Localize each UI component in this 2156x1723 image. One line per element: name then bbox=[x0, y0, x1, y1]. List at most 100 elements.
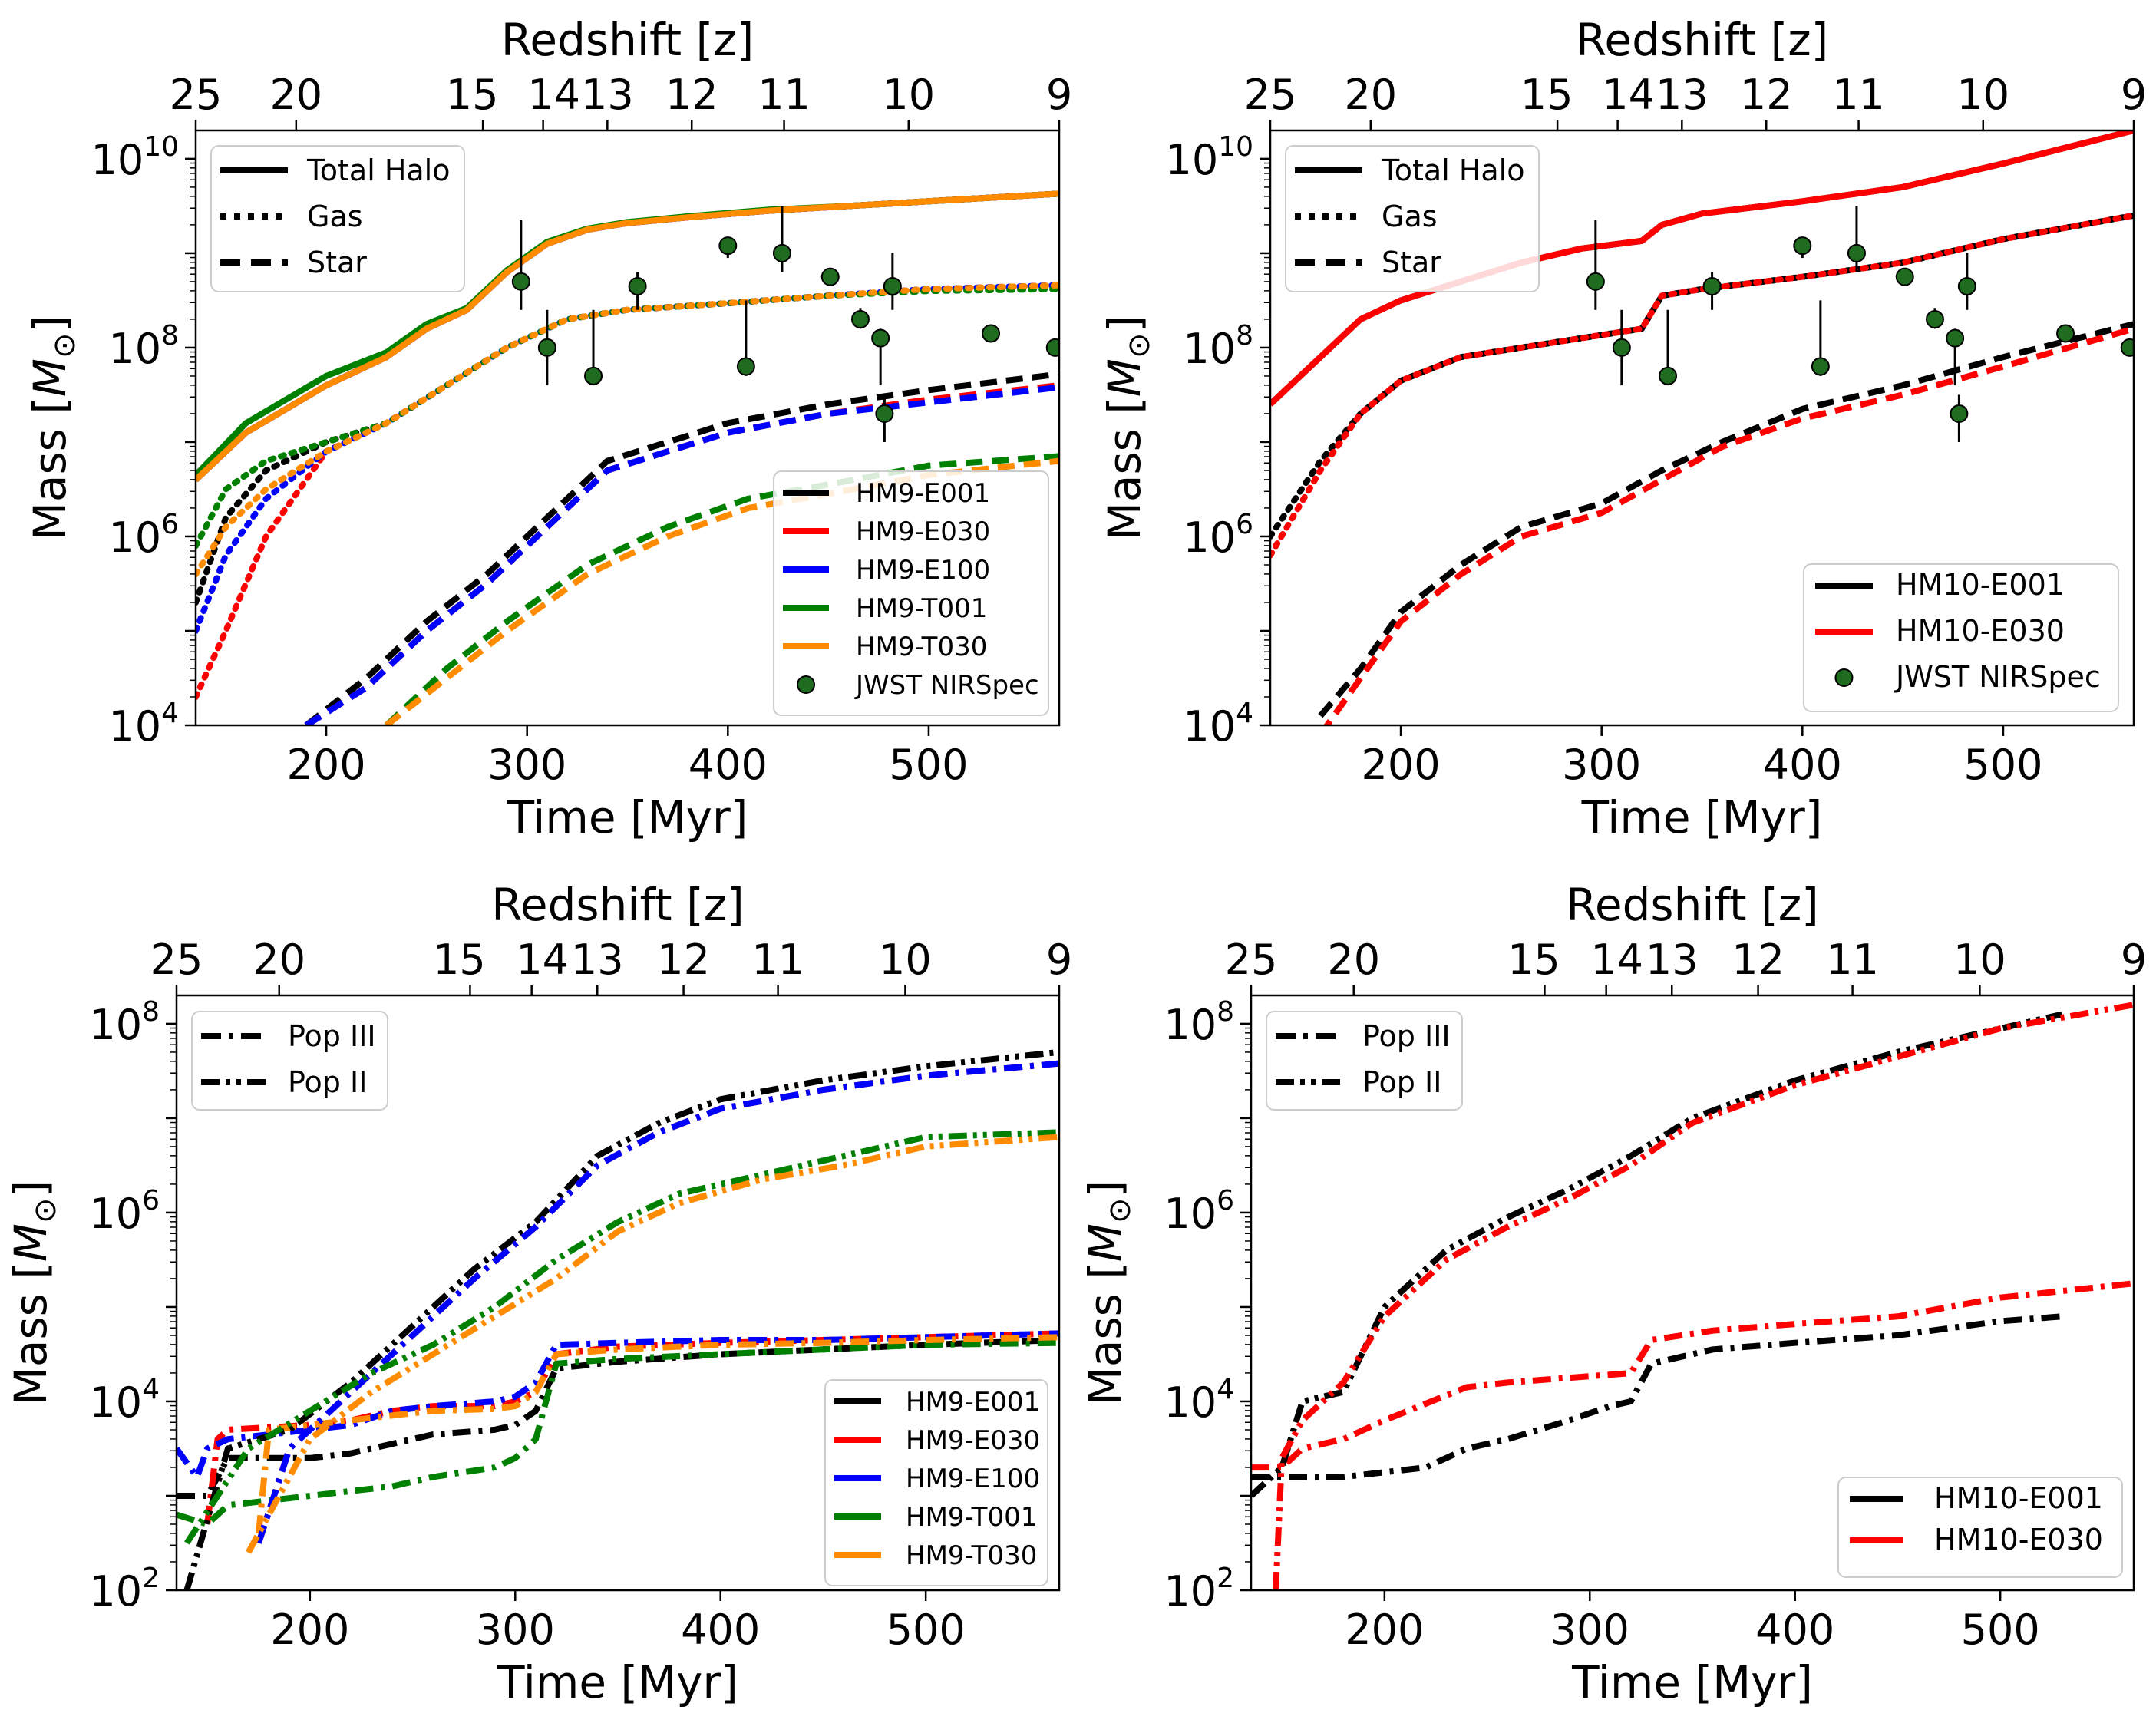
jwst-point-7 bbox=[820, 267, 840, 286]
z-tick-label: 11 bbox=[758, 71, 811, 119]
y-tick-exp: 2 bbox=[142, 1563, 160, 1594]
z-tick-label: 12 bbox=[665, 71, 718, 119]
y-tick-label: 106 bbox=[108, 509, 179, 562]
z-tick-label: 9 bbox=[2121, 936, 2147, 984]
style-legend-label: Pop II bbox=[1362, 1065, 1441, 1099]
z-tick-label: 11 bbox=[1826, 936, 1879, 984]
y-tick-exp: 6 bbox=[142, 1185, 160, 1216]
style-legend-box bbox=[1285, 145, 1540, 292]
z-tick-label: 20 bbox=[269, 71, 322, 119]
z-tick-label: 10 bbox=[1956, 71, 2009, 119]
style-legend-label: Pop III bbox=[288, 1019, 376, 1053]
jwst-point-11 bbox=[883, 276, 902, 295]
y-tick-exp: 6 bbox=[1217, 1185, 1234, 1216]
x-tick-label: 300 bbox=[1562, 741, 1641, 789]
z-tick-label: 14 bbox=[1602, 71, 1655, 119]
y-tick-exp: 6 bbox=[161, 509, 179, 540]
series-hm9-e100-star bbox=[304, 384, 1059, 725]
y-tick-label: 104 bbox=[89, 1374, 160, 1427]
y-axis-title-symbol: M bbox=[5, 1223, 57, 1262]
series-hm10-e001-pop-iii bbox=[1251, 1313, 2062, 1480]
y-tick-label: 104 bbox=[1183, 698, 1253, 751]
z-tick-label: 9 bbox=[1046, 936, 1072, 984]
y-tick-exp: 2 bbox=[1217, 1563, 1234, 1594]
x-tick-label: 400 bbox=[1755, 1606, 1834, 1654]
y-tick-exp: 8 bbox=[1236, 320, 1253, 352]
z-tick-label: 15 bbox=[446, 71, 499, 119]
jwst-point-8 bbox=[850, 310, 870, 329]
jwst-point-3 bbox=[628, 276, 647, 295]
jwst-point-4 bbox=[1793, 236, 1812, 256]
jwst-point-13 bbox=[2120, 338, 2134, 357]
z-tick-label: 13 bbox=[581, 71, 634, 119]
jwst-point-3 bbox=[1702, 276, 1722, 295]
y-tick-base: 10 bbox=[91, 136, 144, 184]
series-hm9-t030-pop-ii bbox=[246, 1134, 1059, 1554]
y-axis-title: Mass [M⊙] bbox=[1079, 1180, 1137, 1405]
y-tick-label: 108 bbox=[1183, 320, 1253, 373]
jwst-point-10 bbox=[875, 404, 894, 424]
y-tick-base: 10 bbox=[1164, 1001, 1217, 1049]
y-tick-label: 108 bbox=[89, 996, 160, 1049]
jwst-point-5 bbox=[1811, 357, 1830, 376]
z-tick-label: 10 bbox=[879, 936, 932, 984]
z-tick-label: 20 bbox=[253, 936, 305, 984]
x-axis-title: Time [Myr] bbox=[497, 1656, 738, 1708]
jwst-point-5 bbox=[736, 357, 755, 376]
jwst-point-12 bbox=[982, 324, 1001, 343]
y-tick-label: 1010 bbox=[91, 131, 179, 184]
z-tick-label: 13 bbox=[1646, 936, 1699, 984]
series-legend-label: HM10-E030 bbox=[1934, 1523, 2103, 1556]
jwst-point-6 bbox=[1847, 243, 1866, 262]
y-tick-exp: 4 bbox=[1236, 698, 1253, 729]
z-tick-label: 20 bbox=[1327, 936, 1380, 984]
series-hm10-e030-total-halo bbox=[1270, 130, 2134, 407]
series-hm9-e001-star bbox=[304, 371, 1059, 725]
y-tick-label: 102 bbox=[1164, 1563, 1234, 1616]
x-axis-title: Time [Myr] bbox=[1571, 1656, 1813, 1708]
top-axis-title: Redshift [z] bbox=[1566, 879, 1819, 931]
series-legend: HM9-E001 HM9-E030 HM9-E100 HM9-T001 HM9-T030 bbox=[824, 1379, 1048, 1586]
jwst-point-13 bbox=[1045, 338, 1059, 357]
y-tick-exp: 4 bbox=[142, 1374, 160, 1405]
jwst-point-10 bbox=[1950, 404, 1969, 424]
series-hm9-t030-total-halo bbox=[196, 190, 1059, 483]
y-tick-base: 10 bbox=[1164, 1567, 1217, 1616]
style-legend: Pop III Pop II bbox=[1266, 1011, 1463, 1111]
y-tick-exp: 10 bbox=[144, 131, 179, 163]
y-axis-title-sub: ⊙ bbox=[1121, 332, 1157, 358]
x-tick-label: 500 bbox=[1963, 741, 2042, 789]
y-axis-title: Mass [M⊙] bbox=[1098, 315, 1157, 540]
jwst-point-11 bbox=[1957, 276, 1976, 295]
x-tick-label: 300 bbox=[476, 1606, 555, 1654]
z-tick-label: 25 bbox=[150, 936, 203, 984]
y-tick-base: 10 bbox=[1164, 1190, 1217, 1238]
series-legend: HM9-E001 HM9-E030 HM9-E100 HM9-T001 HM9-T030… bbox=[773, 470, 1049, 716]
series-legend-label: HM9-T030 bbox=[856, 632, 987, 662]
y-tick-base: 10 bbox=[89, 1378, 142, 1427]
y-axis-title-symbol: M bbox=[1079, 1223, 1131, 1262]
series-legend-label: HM9-E100 bbox=[906, 1464, 1040, 1494]
plot-frame bbox=[1250, 994, 2135, 1592]
y-axis-title-close: ] bbox=[1079, 1180, 1131, 1198]
y-tick-base: 10 bbox=[1183, 513, 1236, 562]
x-axis-title: Time [Myr] bbox=[1581, 791, 1823, 843]
x-tick-label: 500 bbox=[1961, 1606, 2040, 1654]
z-tick-label: 9 bbox=[1046, 71, 1072, 119]
y-axis-title-sub: ⊙ bbox=[47, 332, 82, 358]
series-legend-box bbox=[1837, 1477, 2123, 1578]
y-tick-label: 108 bbox=[1164, 996, 1234, 1049]
z-tick-label: 12 bbox=[1732, 936, 1785, 984]
jwst-point-9 bbox=[871, 328, 890, 348]
series-hm10-e030-pop-iii bbox=[1251, 1280, 2134, 1471]
jwst-point-4 bbox=[718, 236, 738, 256]
y-tick-base: 10 bbox=[1164, 1378, 1217, 1427]
y-tick-base: 10 bbox=[108, 702, 161, 751]
series-legend-label: HM9-T030 bbox=[906, 1540, 1037, 1571]
jwst-legend-marker bbox=[1834, 668, 1854, 687]
x-axis-title: Time [Myr] bbox=[507, 791, 748, 843]
jwst-point-8 bbox=[1925, 310, 1944, 329]
